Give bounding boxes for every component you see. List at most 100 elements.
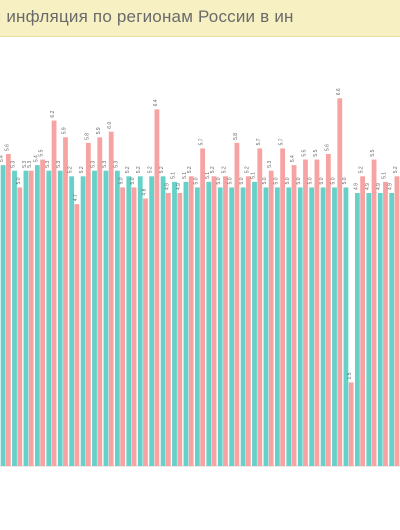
data-label-series1-34: 4.9 [376,183,382,190]
bar-series1-19 [206,181,212,467]
bar-series1-11 [114,170,120,466]
data-label-series2-27: 5.5 [301,149,307,156]
bar-series1-22 [240,187,246,466]
data-label-series2-34: 5.1 [381,172,387,179]
data-label-series2-12: 5.0 [130,177,136,184]
bar-series2-16 [177,193,183,466]
data-label-series1-16: 5.1 [171,172,177,179]
data-label-series2-14: 6.4 [153,99,159,106]
bar-series2-20 [223,176,228,467]
data-label-series1-14: 5.2 [148,166,154,173]
bar-series2-19 [211,176,217,467]
data-label-series1-3: 5.3 [22,161,28,168]
bar-series1-12 [126,176,132,467]
data-label-series2-10: 6.0 [107,122,113,129]
data-label-series2-33: 5.5 [370,149,376,156]
bar-series2-2 [17,187,23,466]
data-label-series2-24: 5.3 [267,161,273,168]
data-label-series1-1: 5.4 [0,155,5,162]
data-label-series2-35: 5.2 [393,166,399,173]
bar-series1-16 [172,181,177,467]
bar-series2-15 [165,193,171,466]
data-label-series1-15: 5.2 [159,166,165,173]
bar-series1-7 [69,176,75,467]
bar-series1-32 [354,193,360,466]
bar-series2-6 [63,137,68,466]
bar-series1-9 [92,170,97,466]
data-label-series1-11: 5.3 [113,161,119,168]
bar-series1-6 [57,170,63,466]
data-label-series2-1: 5.6 [4,144,10,151]
bar-series2-8 [85,142,91,467]
data-label-series2-30: 6.6 [336,88,342,95]
bar-series2-7 [74,204,80,466]
data-label-series1-5: 5.3 [45,161,51,168]
bar-series2-29 [325,154,331,466]
data-label-series2-11: 5.0 [119,177,125,184]
bar-series1-18 [194,187,200,466]
bar-series1-33 [366,193,372,466]
data-label-series1-18: 5.0 [193,177,199,184]
bar-series2-22 [245,176,251,467]
data-label-series1-21: 5.0 [228,177,234,184]
data-label-series2-32: 5.2 [359,166,365,173]
data-label-series1-19: 5.1 [205,172,211,179]
data-label-series2-5: 6.2 [50,110,56,117]
chart-title: я инфляция по регионам России в ин [0,7,294,26]
bar-series1-34 [377,193,383,466]
bar-chart: 5.4 5.6 5.3 5.0 5.3 5.3 5.4 5.5 5.3 6.2 5.3 5.9 5.2 4… [0,88,400,467]
data-label-series1-12: 5.2 [125,166,131,173]
bar-series1-3 [23,170,29,466]
data-label-series2-6: 5.9 [61,127,67,134]
bar-series1-21 [229,187,235,466]
bar-series1-24 [263,187,269,466]
data-label-series1-20: 5.0 [216,177,222,184]
bar-series1-26 [286,187,292,466]
data-label-series1-22: 5.0 [239,177,245,184]
bar-series2-27 [303,159,308,466]
data-label-series1-17: 5.1 [182,172,188,179]
bar-series2-11 [120,187,126,466]
bar-series2-4 [40,159,46,466]
bar-series2-17 [188,176,194,467]
data-label-series2-17: 5.2 [187,166,193,173]
bar-series2-1 [5,154,11,466]
data-label-series1-30: 5.0 [331,177,337,184]
bar-series2-35 [394,176,400,467]
bar-series2-12 [131,187,137,466]
data-label-series1-7: 5.2 [68,166,74,173]
bar-series1-14 [149,176,155,467]
data-label-series1-4: 5.4 [33,155,39,162]
data-label-series1-6: 5.3 [56,161,62,168]
bar-series2-25 [280,148,286,466]
bar-series2-3 [28,170,34,466]
bar-series2-23 [257,148,263,466]
bar-series1-23 [252,181,257,467]
data-label-series1-25: 5.0 [273,177,279,184]
data-label-series2-25: 5.7 [279,138,285,145]
bar-series1-30 [332,187,337,466]
data-label-series1-26: 5.0 [285,177,291,184]
bar-series2-33 [371,159,377,466]
bar-series1-8 [80,176,86,467]
bar-series1-10 [103,170,109,466]
data-label-series2-19: 5.2 [210,166,216,173]
bar-series2-13 [143,198,148,466]
data-label-series2-2: 5.0 [16,177,22,184]
data-label-series2-9: 5.9 [96,127,102,134]
data-label-series2-23: 5.7 [256,138,262,145]
data-label-series1-28: 5.0 [308,177,314,184]
data-label-series1-32: 4.9 [353,183,359,190]
data-label-series2-15: 4.9 [164,183,170,190]
data-label-series2-29: 5.6 [324,144,330,151]
bar-series1-1 [0,165,6,466]
bar-series1-13 [137,176,143,467]
bar-series2-14 [154,109,160,467]
data-label-series2-18: 5.7 [199,138,205,145]
data-label-series1-10: 5.3 [102,161,108,168]
bar-series1-35 [389,193,395,466]
bar-series1-25 [274,187,280,466]
data-label-series2-13: 4.8 [141,188,147,195]
data-label-series2-16: 4.9 [176,183,182,190]
bar-series2-24 [268,170,274,466]
